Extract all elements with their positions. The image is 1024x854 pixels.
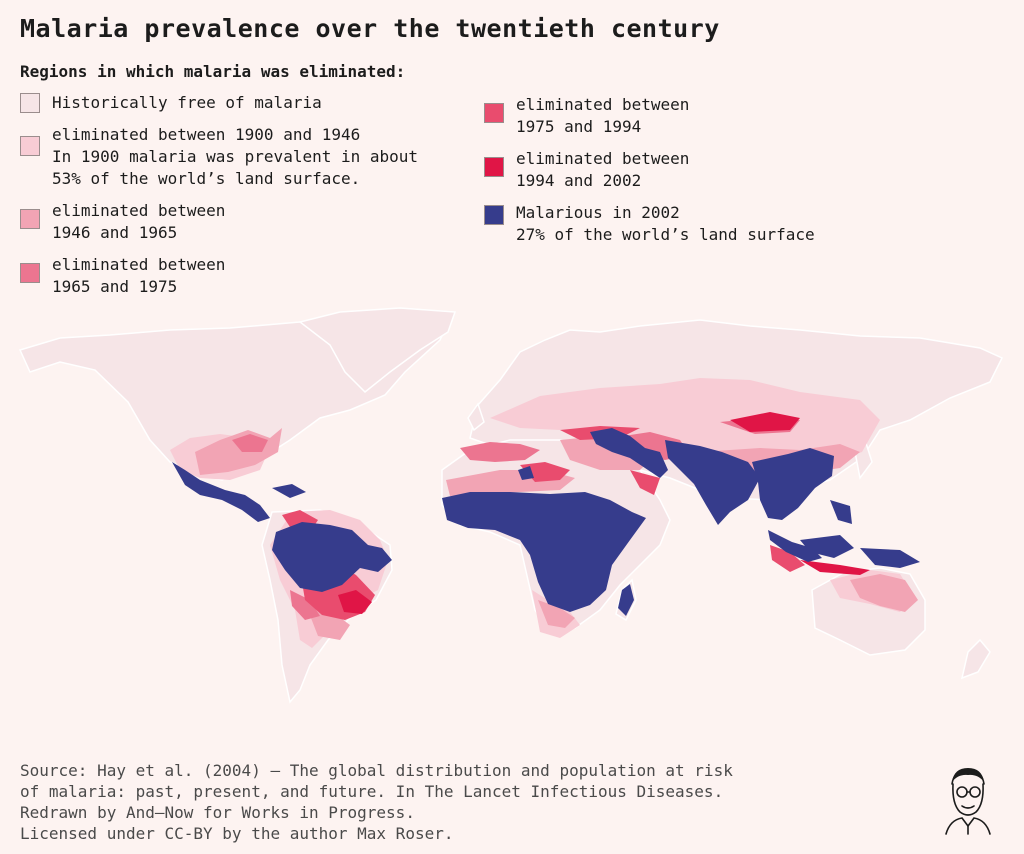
legend-item-free: Historically free of malaria	[20, 92, 322, 114]
legend-label-1965-1975: eliminated between 1965 and 1975	[52, 255, 226, 296]
legend-label-1994-2002: eliminated between 1994 and 2002	[516, 149, 690, 190]
legend-label-malarious-2002: Malarious in 2002 27% of the world’s lan…	[516, 203, 815, 244]
author-portrait-icon	[945, 768, 991, 835]
legend-swatch-1946-1965	[20, 209, 40, 229]
legend-label-1946-1965: eliminated between 1946 and 1965	[52, 201, 226, 242]
legend-label-1975-1994: eliminated between 1975 and 1994	[516, 95, 690, 136]
legend-item-1994-2002: eliminated between 1994 and 2002	[484, 148, 689, 192]
legend-heading: Regions in which malaria was eliminated:	[20, 62, 406, 81]
legend-label-free: Historically free of malaria	[52, 93, 322, 112]
legend-item-1900-1946: eliminated between 1900 and 1946 In 1900…	[20, 124, 418, 190]
legend-label-1900-1946: eliminated between 1900 and 1946 In 1900…	[52, 125, 419, 188]
legend-swatch-free	[20, 93, 40, 113]
legend-item-1946-1965: eliminated between 1946 and 1965	[20, 200, 225, 244]
legend-swatch-1994-2002	[484, 157, 504, 177]
legend-item-1975-1994: eliminated between 1975 and 1994	[484, 94, 689, 138]
map-malarious-2002	[172, 428, 920, 616]
chart-title: Malaria prevalence over the twentieth ce…	[20, 14, 720, 43]
legend-item-malarious-2002: Malarious in 2002 27% of the world’s lan…	[484, 202, 815, 246]
world-map	[18, 307, 1004, 704]
legend-swatch-1900-1946	[20, 136, 40, 156]
legend-item-1965-1975: eliminated between 1965 and 1975	[20, 254, 225, 298]
legend-swatch-1975-1994	[484, 103, 504, 123]
source-note: Source: Hay et al. (2004) – The global d…	[20, 761, 733, 843]
legend-swatch-malarious-2002	[484, 205, 504, 225]
legend-swatch-1965-1975	[20, 263, 40, 283]
